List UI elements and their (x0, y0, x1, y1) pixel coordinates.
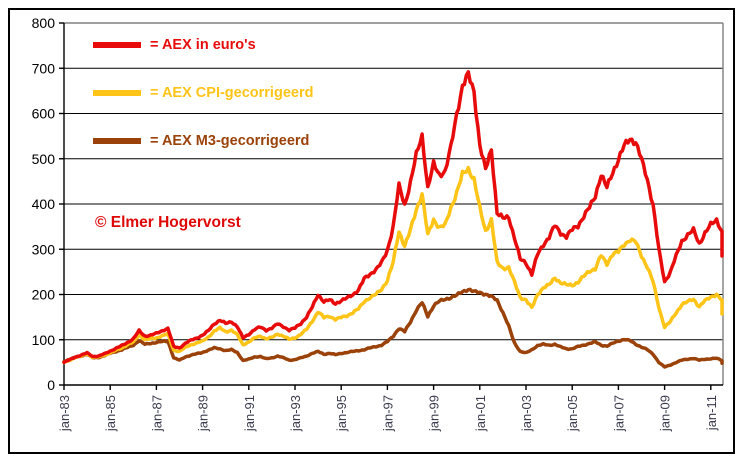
legend-line-brown (93, 138, 141, 144)
legend-label-aex-euros: = AEX in euro's (150, 37, 256, 53)
copyright-watermark: © Elmer Hogervorst (95, 214, 241, 231)
series-line-0 (62, 70, 724, 365)
x-tick-label-jan-07: jan-07 (611, 395, 626, 432)
legend-item-aex-cpi: = AEX CPI-gecorrigeerd (93, 81, 313, 105)
y-tick-label-500: 500 (32, 151, 56, 167)
x-tick-label-jan-87: jan-87 (149, 395, 164, 432)
x-tick-label-jan-91: jan-91 (242, 395, 257, 432)
y-tick-label-600: 600 (32, 106, 56, 122)
x-tick-label-jan-95: jan-95 (334, 395, 349, 432)
x-tick-label-jan-01: jan-01 (473, 395, 488, 432)
x-tick-label-jan-97: jan-97 (380, 395, 395, 432)
x-tick-label-jan-11: jan-11 (704, 395, 719, 431)
x-tick-label-jan-09: jan-09 (658, 395, 673, 432)
y-tick-label-400: 400 (32, 196, 56, 212)
x-tick-label-jan-99: jan-99 (427, 395, 442, 432)
y-tick-label-0: 0 (47, 377, 55, 393)
legend-label-aex-m3: = AEX M3-gecorrigeerd (150, 133, 310, 149)
x-tick-label-jan-83: jan-83 (57, 395, 72, 432)
legend-item-aex-m3: = AEX M3-gecorrigeerd (93, 129, 309, 153)
series-line-1 (62, 165, 724, 365)
x-tick-label-jan-05: jan-05 (565, 395, 580, 432)
x-tick-label-jan-85: jan-85 (103, 395, 118, 432)
y-tick-label-800: 800 (32, 15, 56, 31)
x-tick-label-jan-89: jan-89 (196, 395, 211, 432)
x-tick-label-jan-03: jan-03 (519, 395, 534, 432)
y-tick-label-300: 300 (32, 241, 56, 257)
legend-label-aex-cpi: = AEX CPI-gecorrigeerd (150, 85, 314, 101)
chart-frame: 0 100 200 300 400 500 600 700 800 jan-83 jan-85 jan… (8, 8, 735, 454)
y-tick-label-100: 100 (32, 332, 56, 348)
x-tick-label-jan-93: jan-93 (288, 395, 303, 432)
y-tick-label-700: 700 (32, 60, 56, 76)
y-tick-label-200: 200 (32, 287, 56, 303)
series-line-2 (62, 287, 724, 369)
legend-line-red (93, 42, 141, 48)
legend-item-aex-euros: = AEX in euro's (93, 33, 256, 57)
legend-line-yellow (93, 90, 141, 96)
aex-plot: 0 100 200 300 400 500 600 700 800 jan-83 jan-85 jan… (32, 15, 724, 432)
